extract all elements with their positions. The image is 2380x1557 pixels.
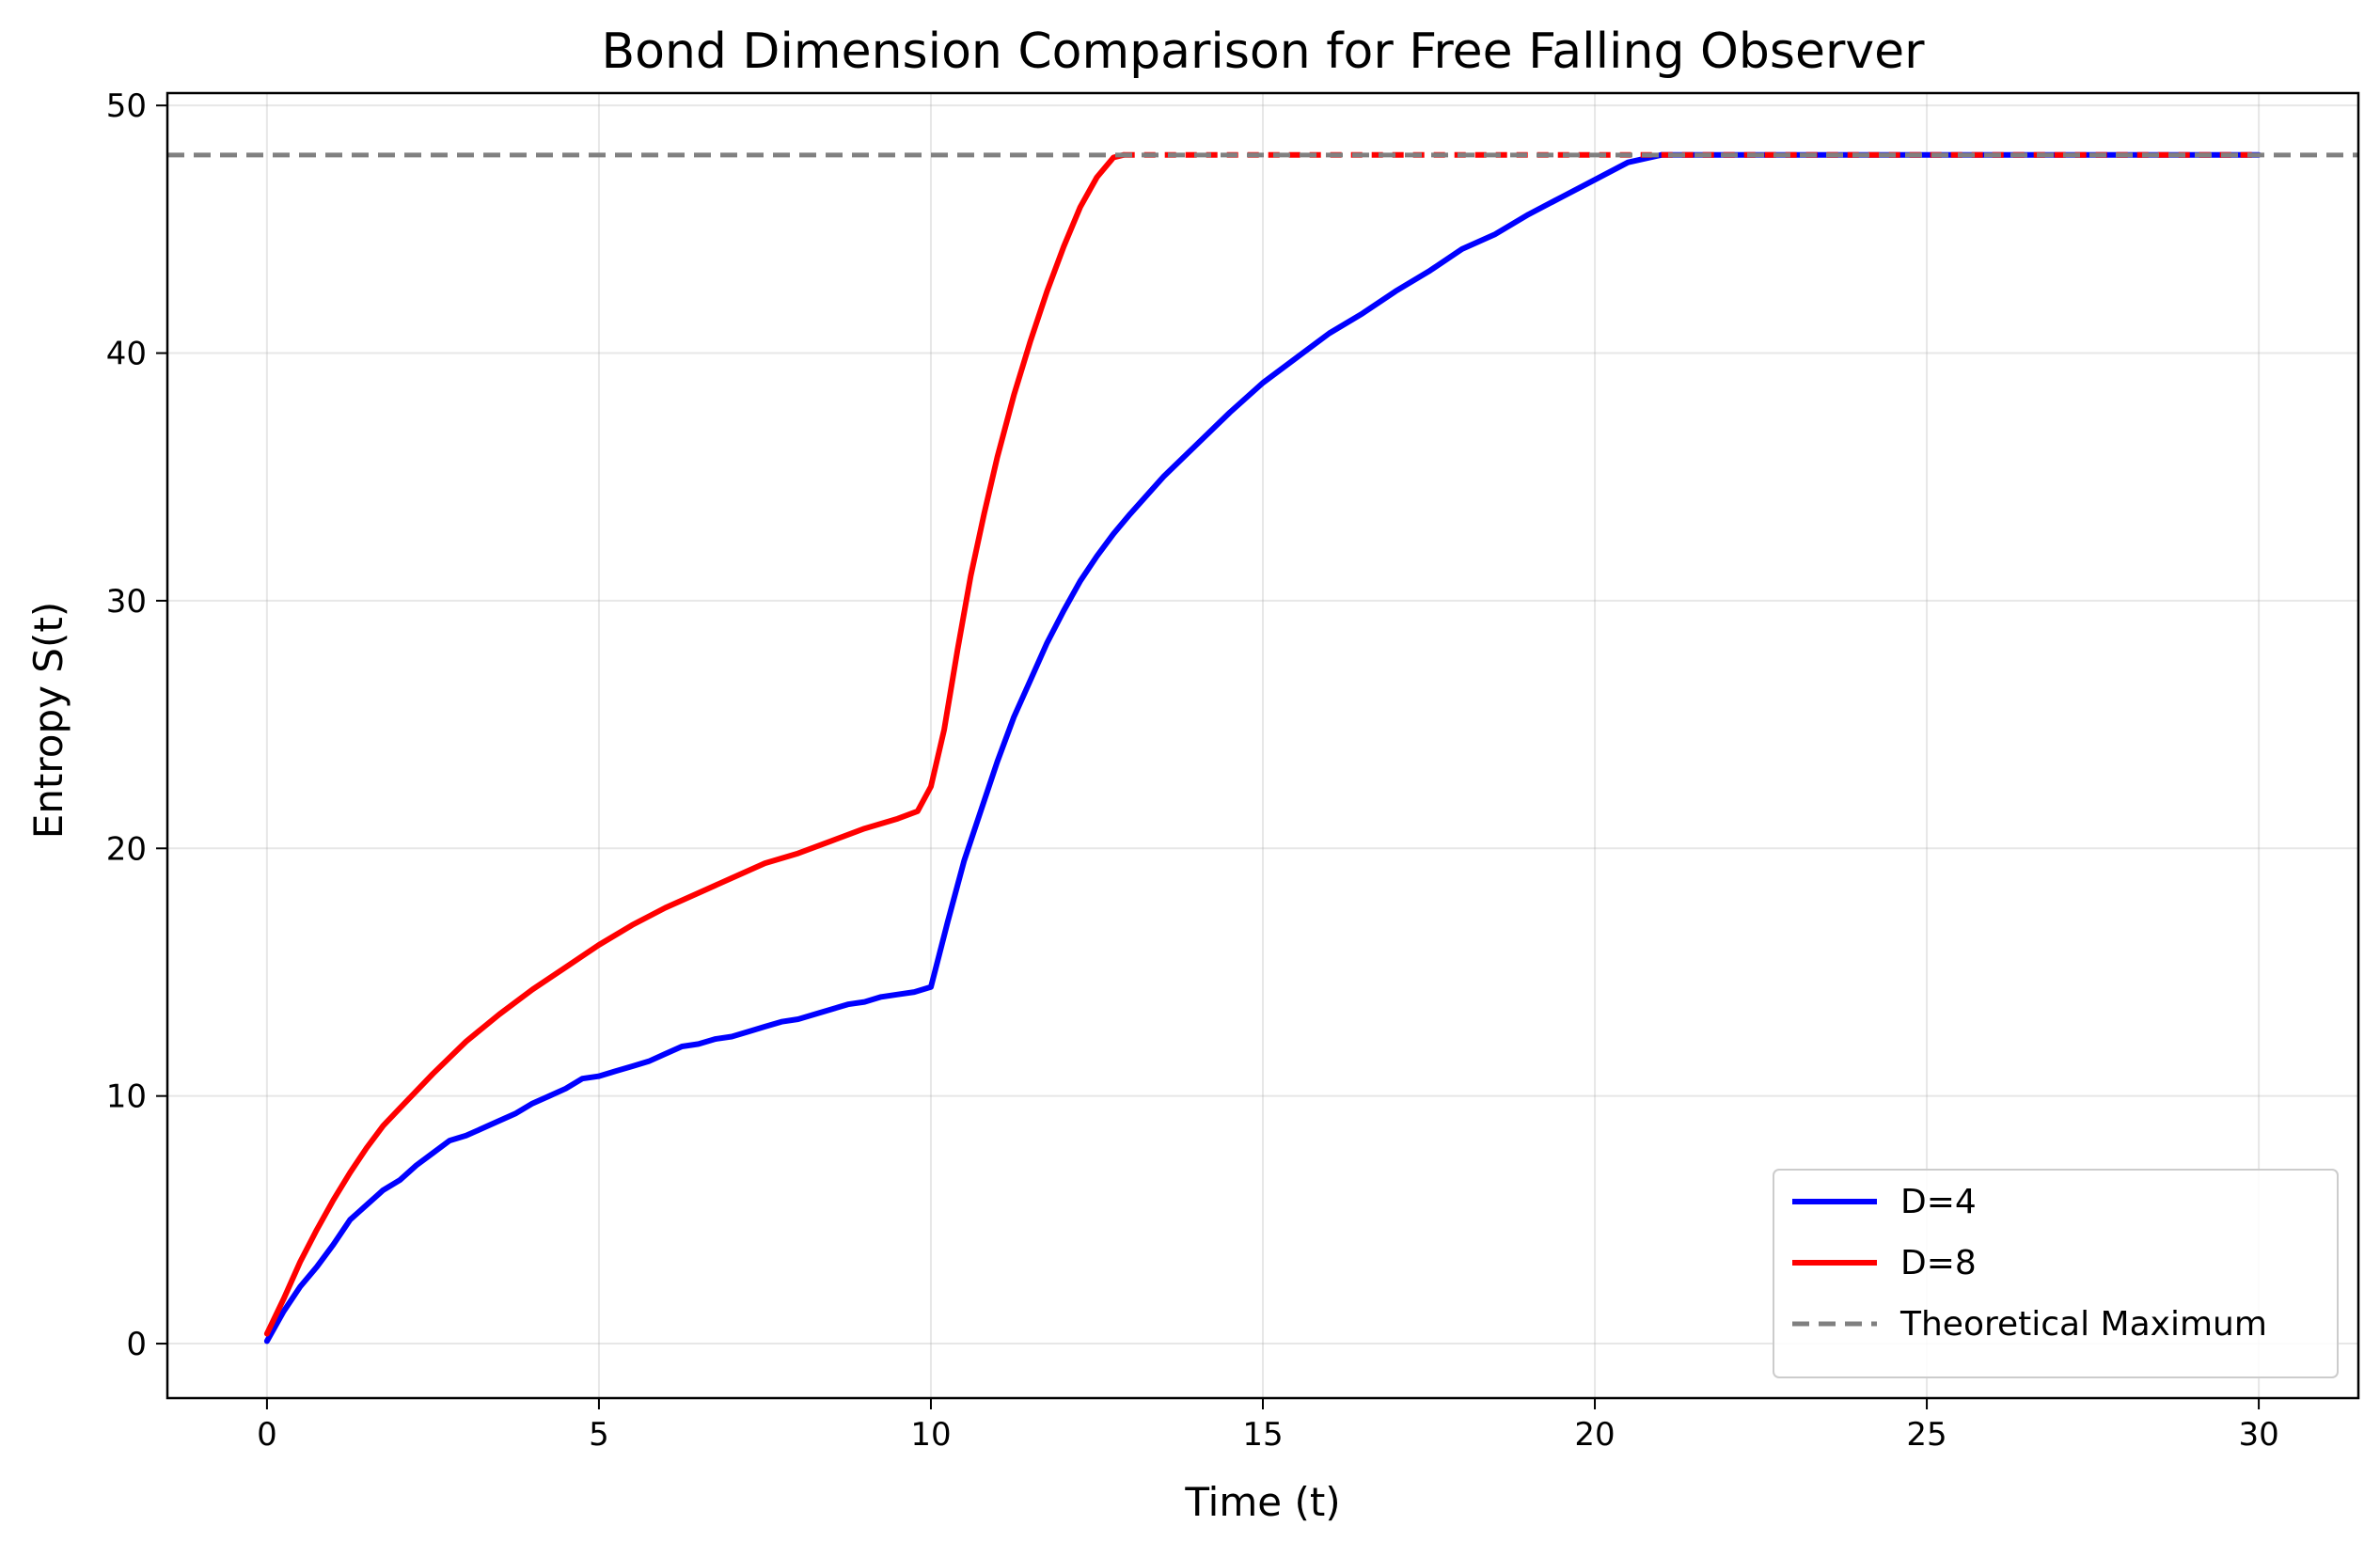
x-tick-label: 20 (1574, 1416, 1615, 1454)
y-tick-label: 30 (106, 583, 147, 621)
y-tick-label: 0 (126, 1326, 147, 1363)
x-tick-label: 15 (1242, 1416, 1283, 1454)
x-tick-label: 5 (589, 1416, 609, 1454)
y-axis-label: Entropy S(t) (25, 602, 71, 839)
x-tick-label: 0 (257, 1416, 277, 1454)
x-axis-label: Time (t) (1184, 1479, 1340, 1525)
y-tick-label: 40 (106, 336, 147, 373)
y-tick-label: 50 (106, 87, 147, 125)
legend-label: Theoretical Maximum (1899, 1305, 2267, 1344)
y-tick-label: 20 (106, 830, 147, 868)
x-tick-label: 10 (910, 1416, 951, 1454)
y-tick-label: 10 (106, 1078, 147, 1116)
legend-label: D=8 (1900, 1244, 1977, 1282)
legend: D=4 D=8 Theoretical Maximum (1773, 1170, 2338, 1377)
x-tick-label: 25 (1906, 1416, 1947, 1454)
x-tick-label: 30 (2238, 1416, 2278, 1454)
legend-label: D=4 (1900, 1183, 1977, 1221)
chart-title: Bond Dimension Comparison for Free Falli… (601, 24, 1925, 80)
